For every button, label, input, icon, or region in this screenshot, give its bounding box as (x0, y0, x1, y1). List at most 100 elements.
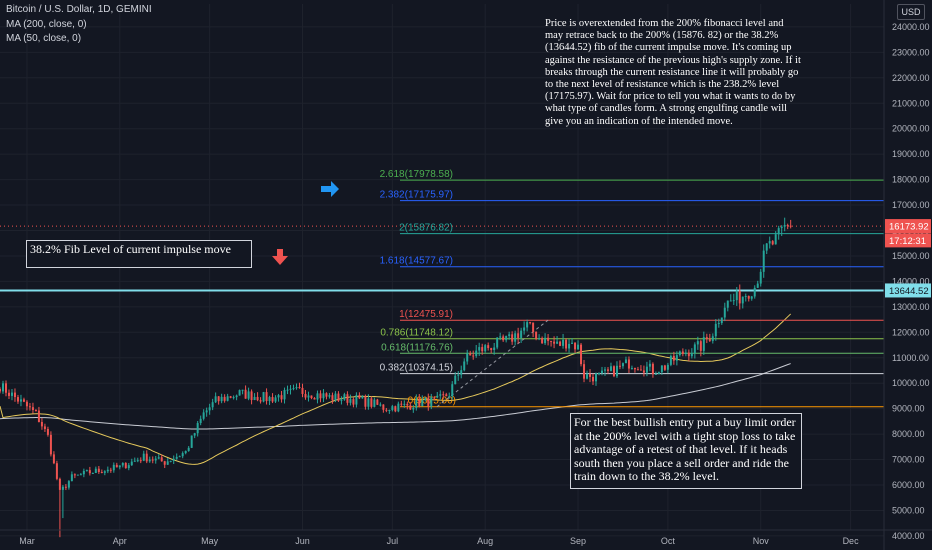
candle-body (687, 352, 690, 357)
price-tick-label: 23000.00 (892, 47, 930, 57)
candle-body (337, 393, 340, 401)
candle-body (442, 394, 445, 396)
price-tick-label: 21000.00 (892, 98, 930, 108)
candle-body (100, 472, 103, 474)
price-axis[interactable]: 4000.00 5000.00 6000.00 7000.00 8000.00 9000.… (883, 0, 931, 550)
candle-body (346, 394, 349, 403)
candle-body (406, 403, 409, 406)
last-price-tag-bg (885, 219, 931, 234)
candle-body (586, 373, 589, 379)
candle-body (307, 395, 310, 398)
candle-body (511, 334, 514, 342)
moving-averages (0, 313, 792, 465)
time-axis[interactable]: Mar Apr May Jun Jul Aug Sep Oct Nov Dec (0, 529, 932, 546)
candle-body (559, 341, 562, 346)
candle-body (574, 342, 577, 350)
candle-body (376, 399, 379, 405)
fib-retracement-tool[interactable]: 2.618(17978.58) 2.382(17175.97) 2(15876.82… (0, 169, 884, 408)
candle-body (88, 470, 91, 474)
candle-body (589, 373, 592, 377)
candle-body (550, 340, 553, 342)
arrow-right-icon (321, 181, 339, 197)
price-tick-label: 9000.00 (892, 404, 925, 414)
candle-body (481, 347, 484, 352)
candle-body (705, 337, 708, 340)
fib-level-label: 1.618(14577.67) (380, 256, 453, 267)
arrow-down-icon (272, 249, 288, 265)
candle-body (544, 337, 547, 344)
top-analysis-note[interactable]: Price is overextended from the 200% fibo… (545, 18, 801, 127)
candle-body (328, 395, 331, 397)
time-tick-label: Mar (19, 536, 35, 546)
candle-body (774, 234, 777, 245)
candle-body (592, 376, 595, 382)
candle-body (789, 225, 792, 227)
time-tick-label: Nov (753, 536, 770, 546)
price-tick-label: 24000.00 (892, 22, 930, 32)
price-tick-label: 4000.00 (892, 531, 925, 541)
candle-body (529, 322, 532, 324)
fib-level-note[interactable]: 38.2% Fib Level of current impulse move (26, 240, 252, 268)
candle-body (37, 410, 40, 422)
fib-level-label: 2.618(17978.58) (380, 169, 453, 180)
support-price-tag-bg (885, 283, 931, 298)
ma200-line (0, 363, 791, 430)
candle-body (268, 397, 271, 401)
bullish-entry-note[interactable]: For the best bullish entry put a buy lim… (570, 413, 802, 489)
candle-body (256, 396, 259, 401)
candle-body (253, 396, 256, 401)
candle-body (463, 361, 466, 371)
price-tick-label: 7000.00 (892, 455, 925, 465)
candle-body (0, 388, 1, 392)
candle-body (532, 322, 535, 332)
candle-body (400, 403, 403, 405)
candle-body (624, 359, 627, 364)
candle-body (70, 474, 73, 482)
candle-body (672, 355, 675, 361)
candle-body (211, 402, 214, 408)
candle-body (316, 393, 319, 400)
fib-level-label: 1(12475.91) (399, 309, 453, 320)
candle-body (322, 393, 325, 399)
candle-body (678, 351, 681, 356)
candle-body (780, 226, 783, 229)
candle-body (127, 465, 130, 469)
candle-body (711, 336, 714, 341)
candle-body (67, 481, 70, 488)
ma50-legend[interactable]: MA (50, close, 0) (6, 33, 82, 44)
candle-body (310, 395, 313, 399)
candle-body (654, 373, 657, 375)
candle-body (439, 394, 442, 396)
candle-body (199, 418, 202, 424)
candle-body (130, 461, 133, 466)
candle-body (759, 271, 762, 284)
countdown-tag: 17:12:31 (889, 236, 926, 247)
fib-level-label: 0.618(11176.76) (381, 342, 453, 353)
candle-body (46, 428, 49, 435)
candle-body (94, 468, 97, 473)
time-tick-label: Jul (387, 536, 399, 546)
price-tick-label: 19000.00 (892, 149, 930, 159)
candle-body (232, 397, 235, 399)
ma200-legend[interactable]: MA (200, close, 0) (6, 19, 87, 30)
candle-body (292, 388, 295, 390)
price-tick-label: 18000.00 (892, 175, 930, 185)
ma50-line (0, 313, 792, 465)
candle-body (403, 403, 406, 405)
candle-body (783, 224, 786, 227)
candle-body (699, 341, 702, 351)
candle-body (627, 359, 630, 369)
candle-body (657, 372, 660, 374)
candle-body (708, 339, 711, 341)
candle-body (124, 462, 127, 469)
candle-body (118, 465, 121, 468)
candle-body (720, 317, 723, 324)
candle-body (223, 396, 226, 401)
candle-body (771, 241, 774, 245)
candle-body (427, 397, 430, 407)
candle-body (684, 352, 687, 354)
candle-body (606, 369, 609, 371)
candle-body (106, 469, 109, 472)
currency-button[interactable]: USD (897, 4, 925, 20)
